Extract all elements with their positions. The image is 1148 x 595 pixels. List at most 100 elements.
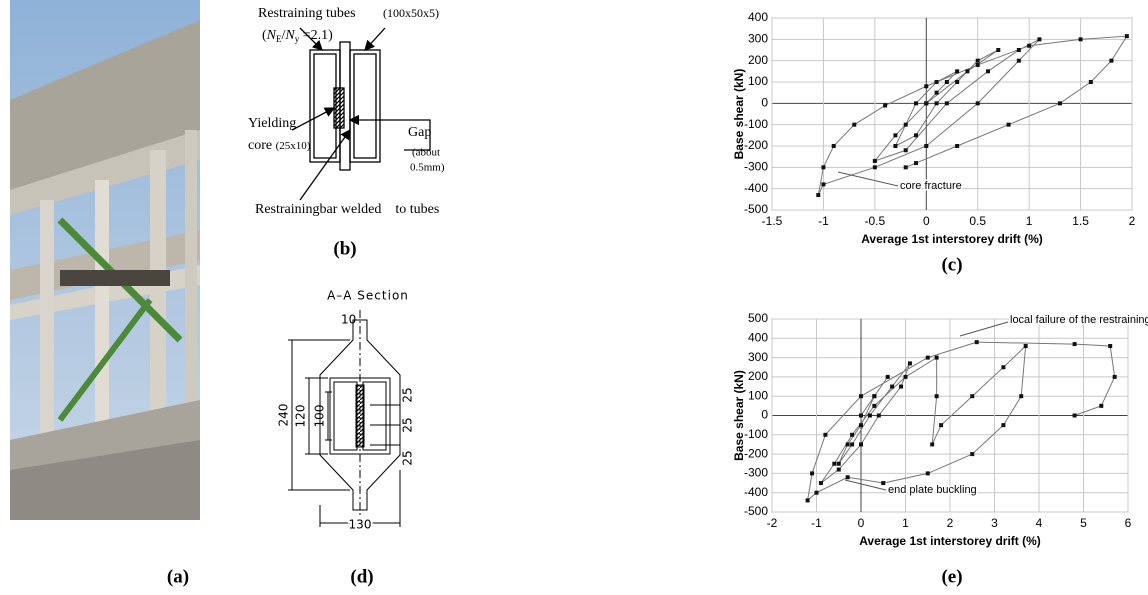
- data-point: [955, 144, 960, 148]
- y-axis-title: Base shear (kN): [732, 69, 746, 160]
- dimension: 130: [349, 518, 372, 532]
- ratio-part: /: [282, 28, 286, 43]
- ratio-part: N: [284, 28, 295, 43]
- data-point: [867, 413, 872, 418]
- data-point: [836, 461, 841, 466]
- x-tick-label: 1: [902, 516, 909, 530]
- y-tick-label: 400: [748, 10, 768, 24]
- annotation: Yielding: [248, 116, 296, 131]
- data-point: [1001, 365, 1006, 370]
- data-point: [1124, 34, 1129, 39]
- x-tick-label: 4: [1036, 516, 1043, 530]
- x-tick-label: -1.5: [762, 214, 783, 228]
- data-point: [821, 182, 826, 187]
- annotation: (100x50x5): [383, 6, 439, 20]
- data-point: [944, 101, 949, 106]
- data-point: [903, 122, 908, 127]
- data-point: [831, 144, 836, 148]
- annotation: Gap: [408, 125, 431, 140]
- section-drawing: [288, 310, 401, 527]
- data-point: [975, 58, 980, 63]
- annotation: core fracture: [900, 180, 962, 192]
- data-point: [903, 374, 908, 379]
- data-point: [965, 69, 970, 74]
- y-tick-label: -200: [744, 446, 768, 460]
- section-title: A–A Section: [327, 289, 409, 303]
- x-tick-label: 0: [858, 516, 865, 530]
- y-tick-label: -300: [744, 466, 768, 480]
- dimension: 120: [294, 405, 308, 428]
- data-point: [883, 103, 888, 108]
- data-point: [939, 423, 944, 428]
- data-point: [1001, 423, 1006, 428]
- y-tick-label: 0: [761, 96, 768, 110]
- annotation-part: (25x10): [276, 140, 311, 152]
- data-point: [975, 62, 980, 67]
- y-tick-label: 100: [748, 388, 768, 402]
- x-tick-label: -1: [818, 214, 829, 228]
- data-point: [955, 80, 960, 84]
- data-point: [893, 144, 898, 148]
- data-point: [823, 432, 828, 437]
- data-point: [1016, 48, 1021, 52]
- y-axis-title: Base shear (kN): [732, 370, 746, 461]
- data-point: [859, 413, 863, 418]
- data-point: [818, 481, 823, 486]
- annotation: local failure of the restraining tube: [1010, 314, 1148, 326]
- data-point: [852, 122, 857, 127]
- dimension: 100: [313, 405, 327, 428]
- data-point: [924, 101, 929, 106]
- x-tick-label: 6: [1125, 516, 1132, 530]
- x-tick-label: 0.5: [969, 214, 986, 228]
- panel-label: (b): [333, 238, 356, 259]
- data-point: [934, 101, 939, 106]
- data-point: [934, 80, 939, 84]
- y-tick-label: 200: [748, 369, 768, 383]
- y-tick-label: -200: [744, 138, 768, 152]
- data-point: [970, 452, 975, 457]
- data-point: [1058, 101, 1062, 106]
- data-point: [814, 490, 819, 495]
- data-point: [832, 461, 837, 466]
- data-point: [850, 432, 855, 437]
- y-tick-label: -100: [744, 427, 768, 441]
- data-point: [850, 442, 855, 447]
- series-line: [817, 35, 1128, 196]
- data-point: [914, 133, 918, 138]
- annotation: (NE/Ny =2.1): [262, 28, 333, 44]
- y-tick-label: 500: [748, 311, 768, 325]
- y-tick-label: 300: [748, 350, 768, 364]
- annotation-leader: [959, 321, 1009, 337]
- y-tick-label: 0: [761, 408, 768, 422]
- x-tick-label: 5: [1080, 516, 1087, 530]
- data-point: [1019, 394, 1024, 399]
- data-point: [1099, 403, 1104, 408]
- data-point: [914, 161, 918, 166]
- data-point: [934, 90, 939, 95]
- data-point: [934, 355, 939, 360]
- y-tick-label: -500: [744, 202, 768, 216]
- data-point: [821, 165, 826, 170]
- y-tick-label: 100: [748, 74, 768, 88]
- data-point: [859, 394, 863, 399]
- annotation-part: core: [248, 138, 272, 153]
- data-point: [845, 442, 850, 447]
- annotation: Restrainingbar welded to tubes: [255, 202, 439, 217]
- data-point: [986, 69, 990, 74]
- dimension: 25: [401, 387, 415, 402]
- panel-label: (d): [350, 566, 373, 587]
- dimension: 25: [401, 417, 415, 432]
- data-point: [881, 481, 886, 486]
- annotation: core (25x10): [248, 138, 311, 153]
- data-point: [955, 69, 960, 74]
- y-tick-label: -400: [744, 485, 768, 499]
- ratio-part: y: [295, 34, 300, 44]
- annotation-leader: [844, 479, 887, 491]
- dimension: 25: [401, 450, 415, 465]
- data-point: [872, 165, 877, 170]
- data-point: [1027, 43, 1032, 48]
- data-point: [996, 48, 1001, 52]
- annotation: Restraining tubes: [258, 6, 356, 21]
- x-tick-label: -0.5: [865, 214, 886, 228]
